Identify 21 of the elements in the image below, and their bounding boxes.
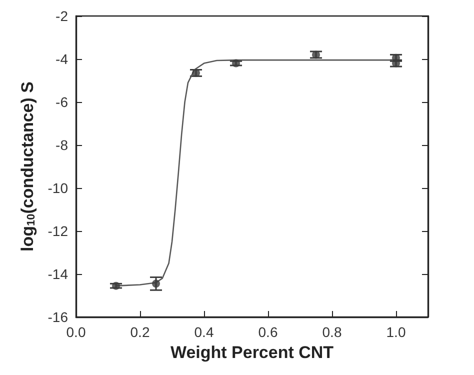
point [192,68,200,77]
x-tick-label: 0.6 [258,324,278,340]
x-axis-title: Weight Percent CNT [170,342,334,362]
y-tick-label: -2 [56,8,68,24]
x-tick-label: 0.8 [322,324,342,340]
y-tick-label: -4 [56,51,68,67]
y-axis-title: log10(conductance) S [18,82,38,252]
x-tick-label: 1.0 [386,324,406,340]
point [312,50,320,59]
x-tick-label: 0.0 [66,324,86,340]
y-tick-label: -6 [56,94,68,110]
y-tick-label: -12 [48,223,68,239]
point [112,282,120,290]
point [232,59,240,68]
y-tick-label: -8 [56,137,68,153]
x-tick-label: 0.2 [130,324,150,340]
point [152,280,160,288]
x-tick-label: 0.4 [194,324,214,340]
y-tick-label: -10 [48,180,68,196]
y-tick-label: -16 [48,309,68,325]
y-tick-label: -14 [48,266,68,282]
